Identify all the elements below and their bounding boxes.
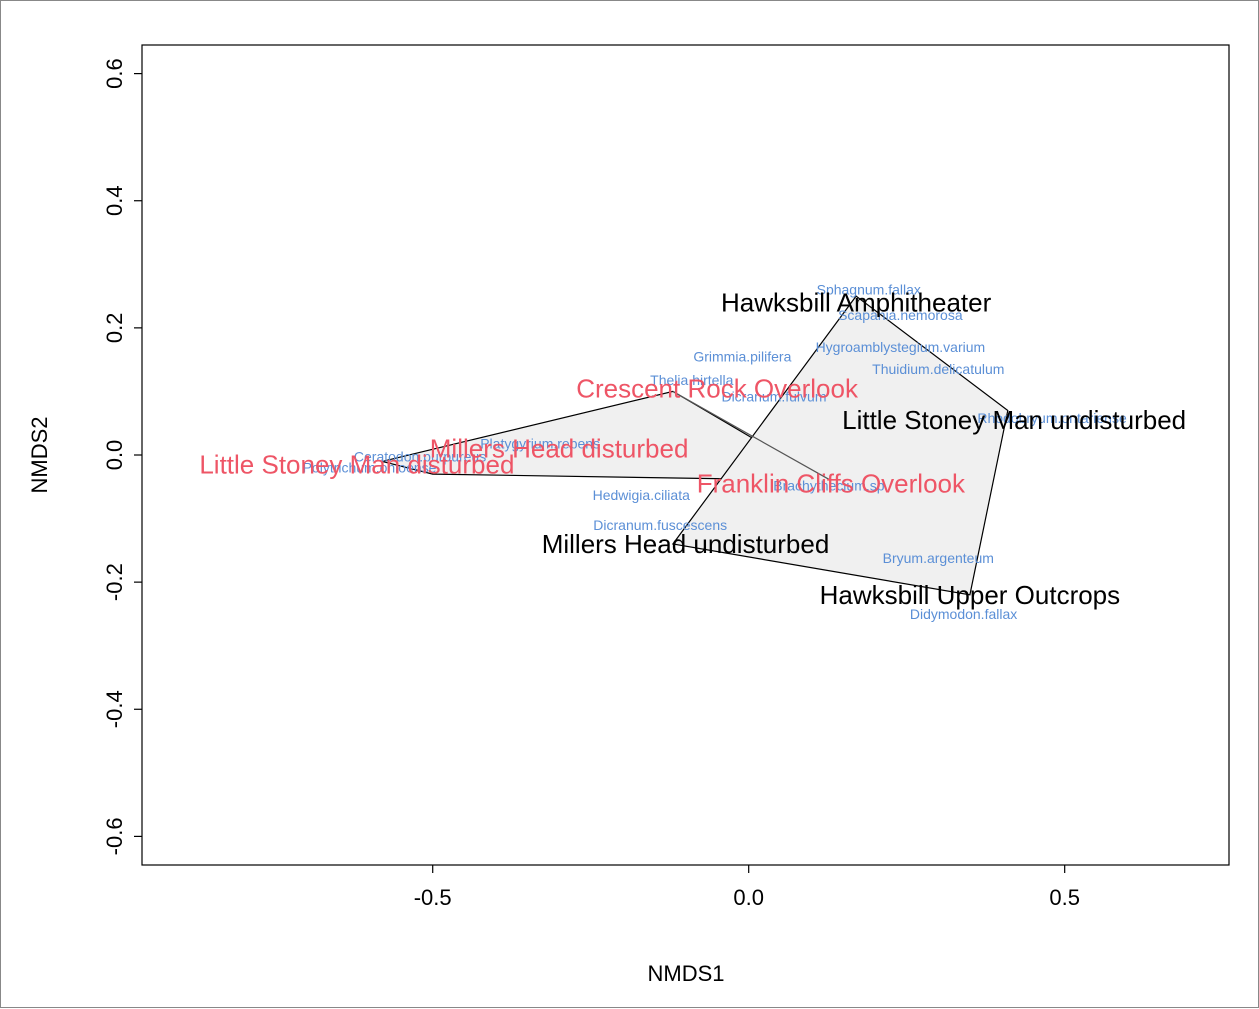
x-tick-label: -0.5 xyxy=(414,885,452,910)
x-tick-label: 0.0 xyxy=(733,885,764,910)
x-axis-title: NMDS1 xyxy=(647,961,724,986)
species-layer: Sphagnum.fallax Scapania.nemorosa Hygroamb… xyxy=(303,282,1127,622)
species-label: Rhodobryum.ontariense xyxy=(977,410,1127,426)
y-tick-label: 0.6 xyxy=(102,58,127,89)
y-tick-label: -0.6 xyxy=(102,817,127,855)
species-label: Dicranum.fuscescens xyxy=(593,517,727,533)
species-label: Dicranum.fulvum xyxy=(721,389,826,405)
species-label: Scapania.nemorosa xyxy=(838,307,963,323)
y-tick-label: -0.4 xyxy=(102,690,127,728)
species-label: Thuidium.delicatulum xyxy=(872,361,1004,377)
species-label: Thelia.hirtella xyxy=(650,372,733,388)
site-label-undisturbed: Hawksbill Amphitheater xyxy=(721,287,992,317)
species-label: Platygyrium.repens xyxy=(480,436,600,452)
x-axis: -0.5 0.0 0.5 xyxy=(414,865,1080,910)
species-label: Ceratodon.purpureus xyxy=(354,448,486,464)
sites-layer: Hawksbill Amphitheater Little Stoney Man … xyxy=(199,287,1186,609)
site-label-disturbed: Little Stoney Man disturbed xyxy=(199,450,514,480)
y-tick-label: 0.0 xyxy=(102,440,127,471)
site-label-disturbed: Crescent Rock Overlook xyxy=(576,373,859,403)
y-tick-label: 0.2 xyxy=(102,313,127,344)
site-label-undisturbed: Hawksbill Upper Outcrops xyxy=(820,580,1121,610)
hull-layer xyxy=(382,295,1009,596)
y-tick-label: -0.2 xyxy=(102,563,127,601)
species-label: Bryum.argenteum xyxy=(883,550,994,566)
undisturbed-hull xyxy=(671,295,1009,596)
hull-segment xyxy=(672,390,832,481)
y-axis: -0.6 -0.4 -0.2 0.0 0.2 0.4 0.6 xyxy=(102,58,142,855)
species-label: Hygroamblystegium.varium xyxy=(816,339,986,355)
site-label-undisturbed: Little Stoney Man undisturbed xyxy=(842,405,1186,435)
site-label-disturbed: Franklin Cliffs Overlook xyxy=(697,469,966,499)
species-label: Didymodon.fallax xyxy=(910,606,1017,622)
y-tick-label: 0.4 xyxy=(102,185,127,216)
x-tick-label: 0.5 xyxy=(1049,885,1080,910)
y-axis-title: NMDS2 xyxy=(27,416,52,493)
species-label: Hedwigia.ciliata xyxy=(593,487,690,503)
species-label: Grimmia.pilifera xyxy=(693,348,791,364)
species-label: Sphagnum.fallax xyxy=(817,282,921,298)
site-label-undisturbed: Millers Head undisturbed xyxy=(542,529,830,559)
site-label-disturbed: Millers Head disturbed xyxy=(430,434,689,464)
species-label: Brachythecium.sp. xyxy=(773,478,888,494)
species-label: Polytrichum.ohioense xyxy=(303,460,437,476)
